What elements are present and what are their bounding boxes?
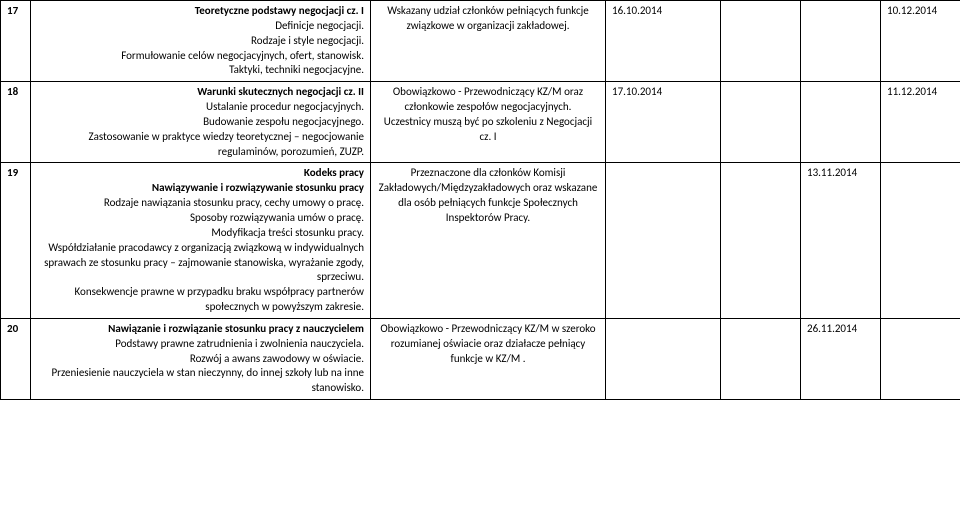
participants-text: Obowiązkowo - Przewodniczący KZ/M oraz c…	[377, 85, 599, 144]
topic-line: Rozwój a awans zawodowy w oświacie.	[37, 352, 364, 367]
date-cell	[801, 82, 881, 163]
topic-title: Warunki skutecznych negocjacji cz. II	[37, 85, 364, 100]
participants-cell: Przeznaczone dla członków Komisji Zakład…	[371, 163, 606, 318]
row-number: 20	[1, 318, 31, 399]
topic-cell: Kodeks pracyNawiązywanie i rozwiązywanie…	[31, 163, 371, 318]
date-cell	[881, 163, 960, 318]
date-cell: 17.10.2014	[606, 82, 721, 163]
topic-title: Nawiązanie i rozwiązanie stosunku pracy …	[37, 322, 364, 337]
date-cell	[606, 163, 721, 318]
topic-line: Zastosowanie w praktyce wiedzy teoretycz…	[37, 130, 364, 160]
topic-line: Podstawy prawne zatrudnienia i zwolnieni…	[37, 337, 364, 352]
date-cell: 16.10.2014	[606, 1, 721, 82]
topic-line: Sposoby rozwiązywania umów o pracę.	[37, 211, 364, 226]
topic-cell: Warunki skutecznych negocjacji cz. IIUst…	[31, 82, 371, 163]
date-cell	[801, 1, 881, 82]
participants-cell: Wskazany udział członków pełniących funk…	[371, 1, 606, 82]
row-number: 19	[1, 163, 31, 318]
topic-line: Ustalanie procedur negocjacyjnych.	[37, 100, 364, 115]
table-row: 20 Nawiązanie i rozwiązanie stosunku prac…	[1, 318, 960, 399]
table-row: 19Kodeks pracyNawiązywanie i rozwiązywan…	[1, 163, 960, 318]
topic-line: Taktyki, techniki negocjacyjne.	[37, 63, 364, 78]
date-cell	[721, 318, 801, 399]
date-cell	[721, 82, 801, 163]
participants-text: Przeznaczone dla członków Komisji Zakład…	[377, 166, 599, 225]
topic-title: Teoretyczne podstawy negocjacji cz. I	[37, 4, 364, 19]
topic-line: Modyfikacja treści stosunku pracy.	[37, 226, 364, 241]
topic-title: Kodeks pracy	[37, 166, 364, 181]
date-cell: 13.11.2014	[801, 163, 881, 318]
topic-line: Współdziałanie pracodawcy z organizacją …	[37, 241, 364, 286]
date-cell: 10.12.2014	[881, 1, 960, 82]
topic-cell: Teoretyczne podstawy negocjacji cz. IDef…	[31, 1, 371, 82]
topic-cell: Nawiązanie i rozwiązanie stosunku pracy …	[31, 318, 371, 399]
participants-text: Wskazany udział członków pełniących funk…	[377, 4, 599, 34]
participants-cell: Obowiązkowo - Przewodniczący KZ/M oraz c…	[371, 82, 606, 163]
schedule-table: 17Teoretyczne podstawy negocjacji cz. ID…	[0, 0, 960, 400]
participants-text: Obowiązkowo - Przewodniczący KZ/M w szer…	[377, 322, 599, 367]
date-cell: 26.11.2014	[801, 318, 881, 399]
date-cell: 11.12.2014	[881, 82, 960, 163]
topic-line: Rodzaje nawiązania stosunku pracy, cechy…	[37, 196, 364, 211]
participants-cell: Obowiązkowo - Przewodniczący KZ/M w szer…	[371, 318, 606, 399]
date-cell	[721, 163, 801, 318]
date-cell	[881, 318, 960, 399]
date-cell	[606, 318, 721, 399]
row-number: 17	[1, 1, 31, 82]
topic-line: Konsekwencje prawne w przypadku braku ws…	[37, 285, 364, 315]
table-row: 17Teoretyczne podstawy negocjacji cz. ID…	[1, 1, 960, 82]
topic-line: Przeniesienie nauczyciela w stan nieczyn…	[37, 366, 364, 396]
topic-line: Budowanie zespołu negocjacyjnego.	[37, 115, 364, 130]
date-cell	[721, 1, 801, 82]
topic-line: Definicje negocjacji.	[37, 19, 364, 34]
row-number: 18	[1, 82, 31, 163]
topic-line: Formułowanie celów negocjacyjnych, ofert…	[37, 49, 364, 64]
topic-subtitle: Nawiązywanie i rozwiązywanie stosunku pr…	[37, 181, 364, 196]
topic-line: Rodzaje i style negocjacji.	[37, 34, 364, 49]
table-row: 18Warunki skutecznych negocjacji cz. IIU…	[1, 82, 960, 163]
